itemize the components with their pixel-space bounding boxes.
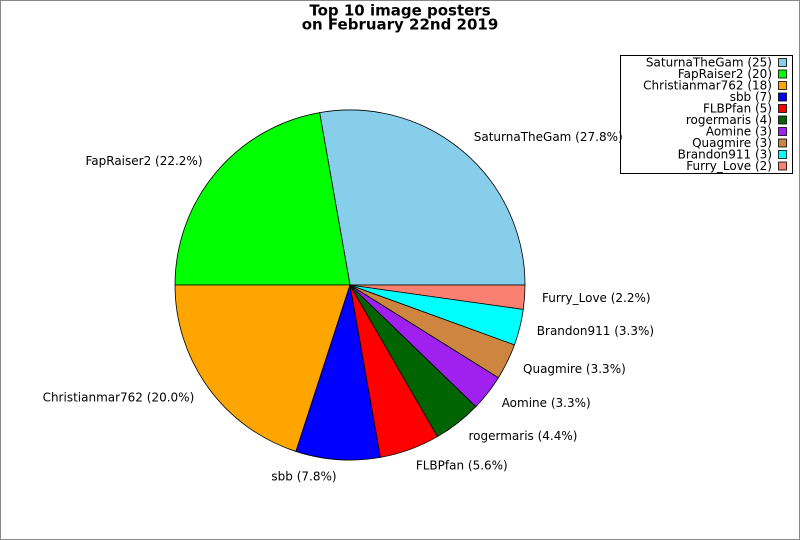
pie-slice	[174, 284, 351, 452]
legend-label: SaturnaTheGam (25)	[646, 56, 772, 70]
legend-swatch	[778, 104, 787, 113]
legend-label: Aomine (3)	[706, 125, 772, 139]
slice-label: sbb (7.8%)	[271, 470, 336, 484]
slice-label: FapRaiser2 (22.2%)	[85, 154, 202, 168]
legend-swatch	[778, 92, 787, 102]
legend-swatch	[778, 69, 787, 79]
legend-label: Christianmar762 (18)	[643, 79, 772, 93]
legend-swatch	[778, 150, 787, 159]
legend-swatch	[778, 127, 787, 136]
slice-label: Quagmire (3.3%)	[523, 362, 626, 376]
pie-slice	[174, 112, 351, 286]
chart-subtitle: on February 22nd 2019	[302, 16, 499, 34]
legend-label: rogermaris (4)	[686, 113, 772, 127]
slice-label: Aomine (3.3%)	[502, 396, 591, 410]
legend-swatch	[778, 161, 787, 171]
legend-label: FapRaiser2 (20)	[678, 67, 772, 81]
legend-label: sbb (7)	[730, 90, 772, 104]
slice-label: SaturnaTheGam (27.8%)	[474, 130, 623, 144]
legend-label: FLBPfan (5)	[703, 102, 772, 116]
slice-label: Furry_Love (2.2%)	[542, 291, 651, 305]
pie-slice	[319, 109, 526, 286]
legend-label: Quagmire (3)	[692, 136, 772, 150]
pie-slice	[349, 284, 526, 310]
legend-swatch	[778, 138, 787, 148]
slice-label: Brandon911 (3.3%)	[537, 324, 654, 338]
legend-label: Brandon911 (3)	[678, 148, 772, 162]
legend-swatch	[778, 58, 787, 67]
slice-label: FLBPfan (5.6%)	[416, 458, 508, 472]
slice-label: rogermaris (4.4%)	[469, 429, 578, 443]
legend-box	[620, 55, 793, 174]
legend-swatch	[778, 115, 787, 125]
legend-label: Furry_Love (2)	[686, 159, 772, 173]
legend-swatch	[778, 81, 787, 90]
slice-label: Christianmar762 (20.0%)	[43, 391, 195, 405]
chart-title: Top 10 image posters	[309, 2, 490, 20]
